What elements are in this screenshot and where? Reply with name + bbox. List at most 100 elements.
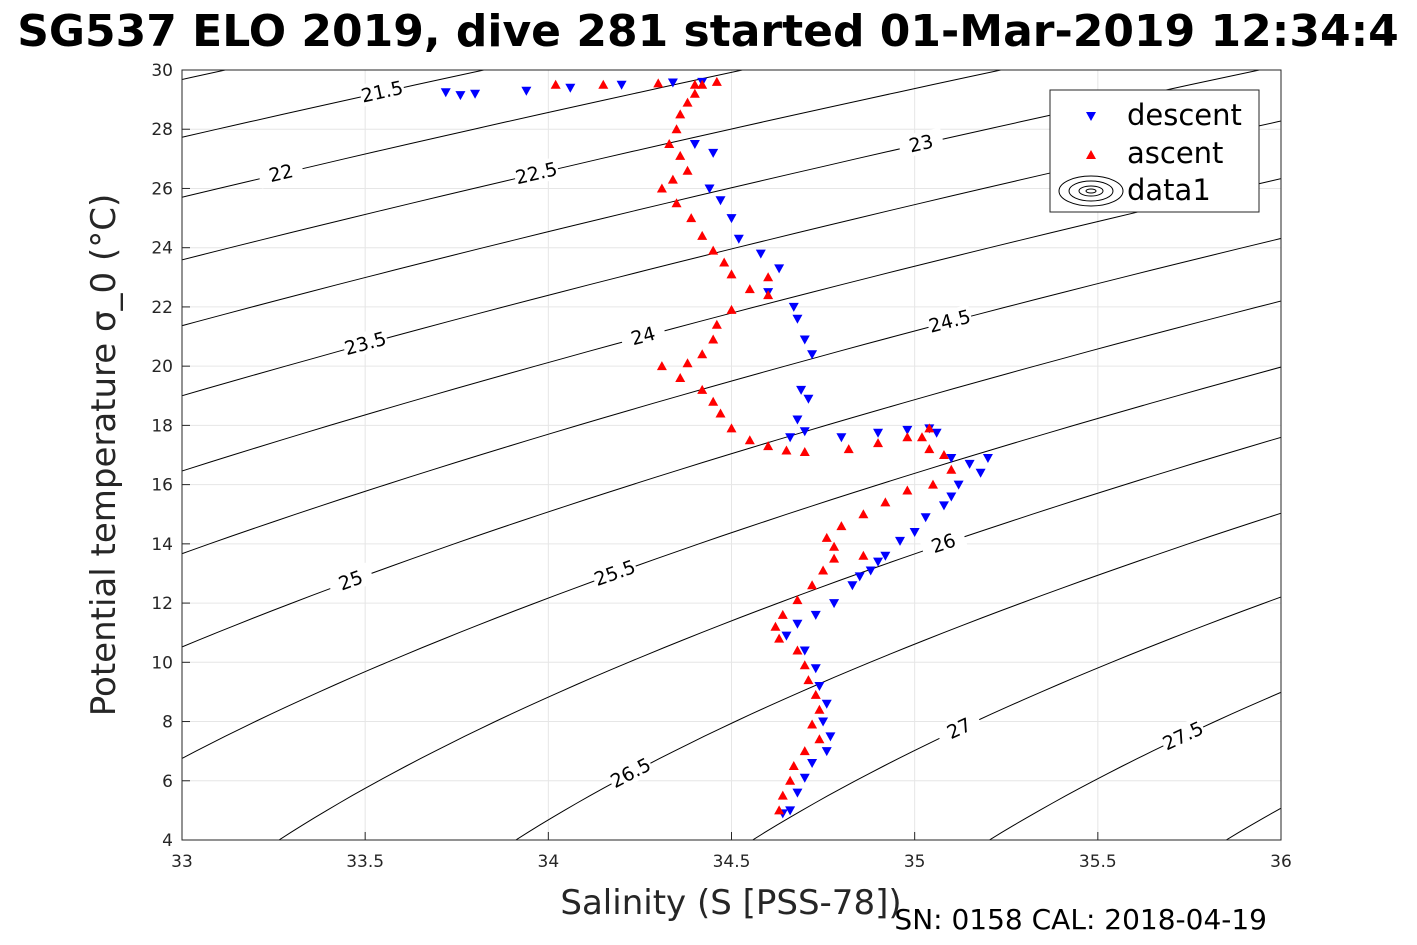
- descent-point: [792, 314, 803, 324]
- ascent-point: [902, 432, 913, 442]
- ascent-point: [774, 805, 785, 815]
- ascent-point: [927, 479, 938, 489]
- descent-point: [807, 759, 818, 768]
- y-tick-label: 8: [162, 713, 173, 733]
- descent-point: [455, 91, 466, 101]
- isopycnal-label-bg: [618, 319, 668, 352]
- descent-point: [616, 80, 627, 90]
- isopycnal-line: [182, 120, 1281, 397]
- isopycnal-label: 23: [907, 131, 935, 158]
- y-tick-label: 28: [151, 120, 173, 140]
- descent-point: [781, 631, 792, 641]
- descent-point: [938, 501, 949, 511]
- ascent-point: [810, 689, 821, 699]
- descent-point: [895, 536, 906, 546]
- descent-point: [821, 747, 832, 757]
- isopycnal-label-group: 22: [256, 156, 305, 189]
- y-tick-label: 4: [162, 831, 173, 851]
- isopycnal-label-bg: [897, 127, 945, 159]
- ascent-point: [682, 97, 693, 107]
- x-tick-label: 33: [171, 852, 193, 872]
- ascent-point: [777, 790, 788, 800]
- isopycnal-label-bg: [512, 157, 561, 189]
- isopycnal-label-bg: [1158, 716, 1208, 755]
- ascent-point: [653, 78, 664, 88]
- legend-box: [1049, 89, 1260, 213]
- ascent-point: [788, 760, 799, 770]
- y-tick-label: 20: [151, 357, 173, 377]
- ascent-point: [916, 432, 927, 442]
- ascent-point: [799, 660, 810, 670]
- descent-point: [667, 78, 678, 88]
- ascent-point: [744, 284, 755, 294]
- descent-point: [931, 428, 942, 438]
- descent-point: [799, 427, 810, 437]
- x-axis-ticks: 33 33.5 34 34.5 35 35.5 36: [171, 832, 1292, 872]
- x-axis-label: Salinity (S [PSS-78]): [560, 883, 901, 923]
- ascent-point: [656, 361, 667, 371]
- ascent-point: [781, 445, 792, 455]
- ascent-point: [807, 580, 818, 590]
- descent-point: [521, 86, 532, 96]
- ascent-point: [726, 269, 737, 279]
- legend-descent-marker: [1086, 112, 1096, 121]
- ascent-point: [829, 553, 840, 563]
- descent-point: [799, 646, 810, 656]
- y-axis-ticks: 4 6 8 10 12 14 16 18 20 22 24 26 28 30: [151, 61, 190, 851]
- ascent-point: [774, 633, 785, 643]
- descent-point: [774, 264, 785, 274]
- descent-point: [788, 302, 799, 312]
- ascent-point: [763, 290, 774, 300]
- isopycnal-line: [182, 70, 1262, 327]
- descent-point: [803, 394, 814, 404]
- series-layer: [440, 76, 993, 819]
- descent-point: [726, 214, 737, 224]
- x-tick-label: 35: [904, 852, 926, 872]
- ascent-point: [924, 444, 935, 454]
- descent-point: [785, 806, 796, 816]
- descent-point: [953, 480, 964, 490]
- descent-point: [880, 551, 891, 561]
- descent-point: [733, 234, 744, 244]
- legend-label-data1: data1: [1127, 173, 1211, 207]
- isopycnal-label-group: 23: [897, 127, 945, 159]
- ascent-point: [924, 423, 935, 433]
- isopycnal-label: 22: [267, 160, 296, 187]
- descent-point: [902, 425, 913, 435]
- ascent-point: [858, 509, 869, 519]
- ascent-point: [799, 447, 810, 457]
- ascent-point: [708, 396, 719, 406]
- ascent-point: [697, 230, 708, 240]
- ascent-point: [946, 464, 957, 474]
- isopycnal-line: [514, 512, 1281, 840]
- isopycnal-label-bg: [934, 708, 984, 748]
- ascent-point: [675, 150, 686, 160]
- descent-point: [964, 459, 975, 469]
- ascent-point: [675, 109, 686, 119]
- ascent-point: [664, 139, 675, 149]
- ascent-point: [697, 349, 708, 359]
- isopycnal-label-group: 22.5: [512, 157, 561, 189]
- ascent-point: [792, 645, 803, 655]
- legend-ascent-marker: [1086, 150, 1096, 159]
- isopycnal-label-bg: [326, 562, 375, 598]
- ascent-point: [550, 79, 561, 89]
- descent-point: [565, 83, 576, 93]
- ascent-point: [682, 165, 693, 175]
- isopycnal-label-bg: [590, 554, 640, 591]
- ascent-point: [858, 550, 869, 560]
- isopycnal-label-bg: [256, 156, 305, 189]
- y-tick-label: 14: [151, 535, 173, 555]
- isopycnal-line: [182, 300, 1281, 648]
- isopycnal-label-bg: [358, 75, 406, 107]
- ascent-point: [689, 88, 700, 98]
- ascent-point: [598, 79, 609, 89]
- legend-label-ascent: ascent: [1127, 136, 1223, 170]
- descent-point: [799, 335, 810, 345]
- isopycnal-line: [182, 366, 1281, 759]
- y-tick-label: 22: [151, 298, 173, 318]
- descent-point: [829, 599, 840, 609]
- descent-point: [799, 773, 810, 783]
- ascent-point: [880, 497, 891, 507]
- descent-point: [865, 566, 876, 576]
